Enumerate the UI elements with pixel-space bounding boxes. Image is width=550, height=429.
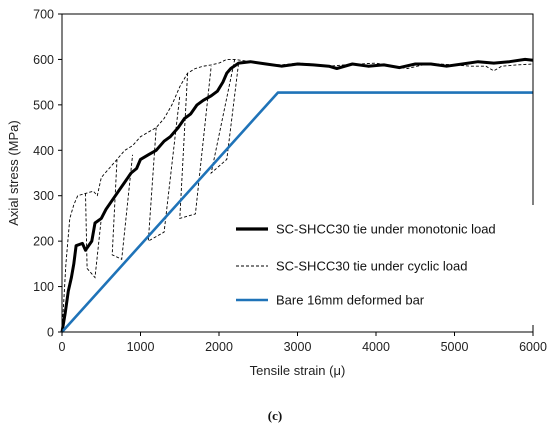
y-tick-label: 500 — [33, 98, 54, 112]
series-line-bare-bar — [61, 91, 533, 333]
y-tick-label: 400 — [33, 144, 54, 158]
x-tick-label: 2000 — [205, 340, 233, 354]
x-tick-label: 1000 — [127, 340, 155, 354]
x-tick-label: 3000 — [284, 340, 312, 354]
y-tick-label: 300 — [33, 189, 54, 203]
x-axis-title: Tensile strain (μ) — [250, 363, 346, 378]
legend-label-monotonic: SC-SHCC30 tie under monotonic load — [276, 222, 496, 237]
y-tick-label: 200 — [33, 235, 54, 249]
y-tick-label: 100 — [33, 280, 54, 294]
cyclic-loop-line — [147, 95, 181, 242]
cyclic-loop-line — [210, 59, 240, 175]
y-tick-label: 600 — [33, 53, 54, 67]
y-tick-label: 700 — [33, 8, 54, 22]
cyclic-loop-line — [85, 193, 102, 279]
ticks-layer: 0 1000 2000 3000 4000 5000 6000 0 100 200 300 400 50… — [33, 8, 547, 355]
series-layer — [60, 57, 534, 333]
x-tick-label: 5000 — [441, 340, 469, 354]
legend: SC-SHCC30 tie under monotonic load SC-SH… — [228, 205, 538, 325]
cyclic-loop-line — [179, 66, 212, 220]
x-tick-label: 6000 — [519, 340, 547, 354]
series-line-cyclic — [61, 58, 534, 333]
cyclic-loop-line — [111, 154, 134, 260]
x-tick-label: 4000 — [362, 340, 390, 354]
y-axis-title: Axial stress (MPa) — [6, 120, 21, 225]
legend-background — [228, 205, 538, 325]
legend-label-bare-bar: Bare 16mm deformed bar — [276, 293, 425, 308]
x-tick-label: 0 — [59, 340, 66, 354]
figure-caption: (c) — [268, 408, 282, 423]
series-line-monotonic — [60, 57, 534, 333]
y-tick-label: 0 — [47, 326, 54, 340]
legend-label-cyclic: SC-SHCC30 tie under cyclic load — [276, 259, 467, 274]
